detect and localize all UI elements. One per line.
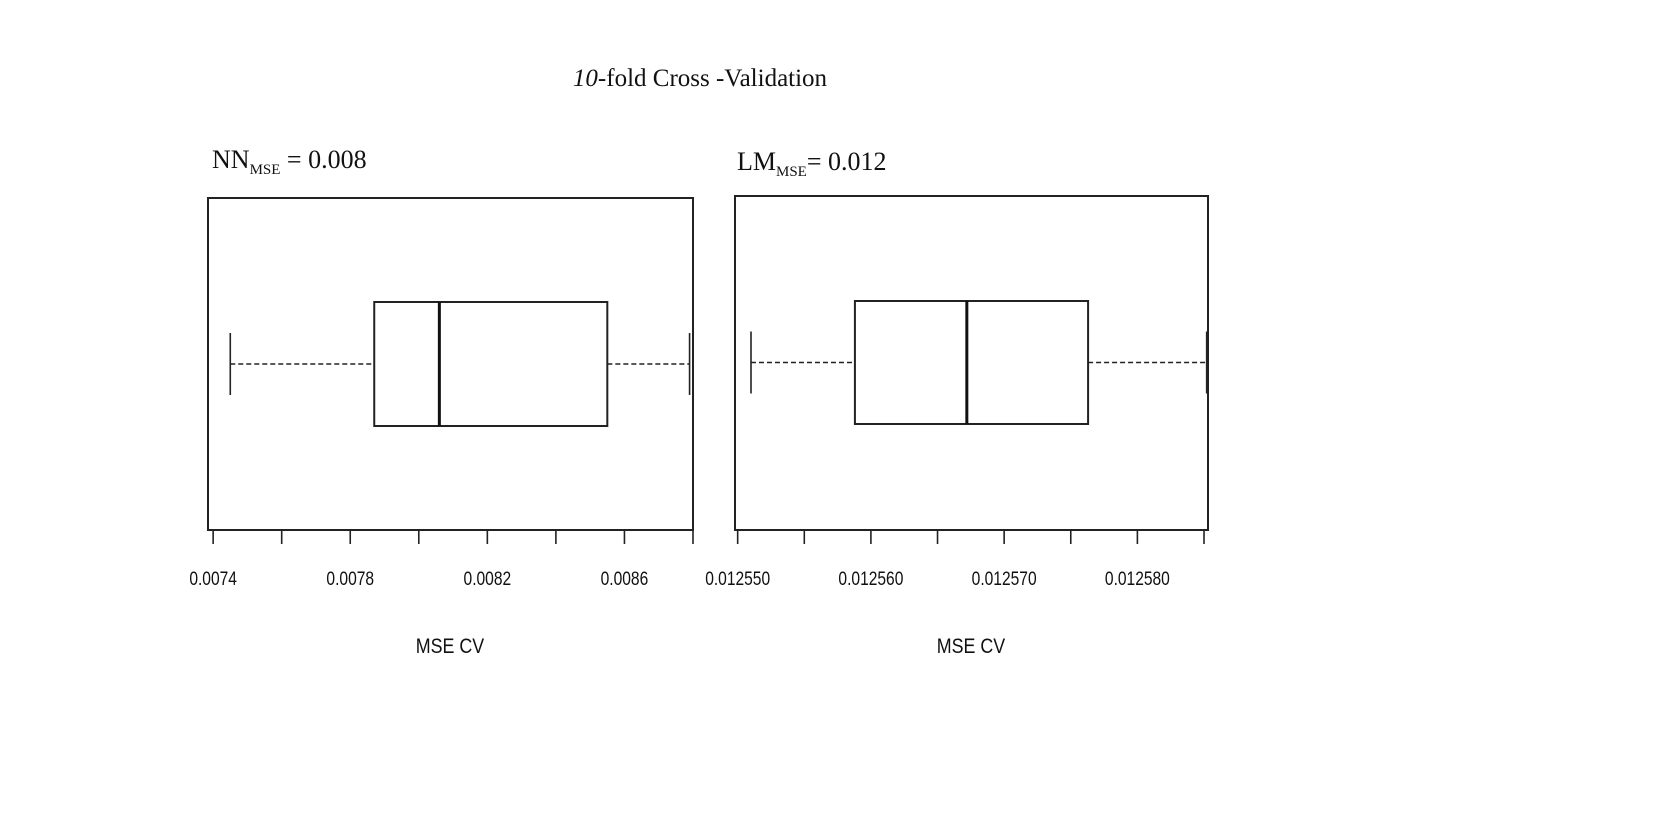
lm-plot-frame: [734, 195, 1209, 531]
nn-mse-label: NNMSE = 0.008: [212, 145, 367, 178]
nn-x-tick-label: 0.0082: [464, 568, 512, 590]
lm-label-value: = 0.012: [807, 147, 887, 176]
nn-x-tick-label: 0.0078: [326, 568, 374, 590]
nn-x-axis-label: MSE CV: [416, 635, 484, 659]
lm-x-tick-label: 0.012560: [838, 568, 903, 590]
figure-title-prefix: 10: [573, 65, 599, 92]
figure-title-rest: -fold Cross -Validation: [598, 65, 828, 92]
lm-x-axis-label: MSE CV: [937, 635, 1005, 659]
lm-mse-label: LMMSE= 0.012: [737, 147, 887, 180]
lm-x-tick-label: 0.012570: [972, 568, 1037, 590]
nn-x-tick-label: 0.0074: [189, 568, 237, 590]
lm-iqr-box: [853, 300, 1090, 425]
nn-iqr-box: [373, 301, 609, 427]
nn-boxplot-panel: NNMSE = 0.008 0.0074 0.0078 0.0082 0.0086 MSE…: [189, 145, 694, 659]
nn-label-subscript: MSE: [250, 162, 281, 178]
lm-label-subscript: MSE: [776, 164, 807, 180]
figure-title: 10-fold Cross -Validation: [573, 65, 828, 92]
lm-x-tick-label: 0.012550: [705, 568, 770, 590]
nn-plot-frame: [207, 197, 694, 531]
nn-label-main: NN: [212, 145, 250, 174]
lm-boxplot-panel: LMMSE= 0.012 0.012550 0.012560 0.012570 0.01…: [705, 147, 1209, 659]
nn-x-tick-label: 0.0086: [601, 568, 649, 590]
nn-label-value: = 0.008: [280, 145, 366, 174]
lm-label-main: LM: [737, 147, 776, 176]
lm-x-tick-label: 0.012580: [1105, 568, 1170, 590]
